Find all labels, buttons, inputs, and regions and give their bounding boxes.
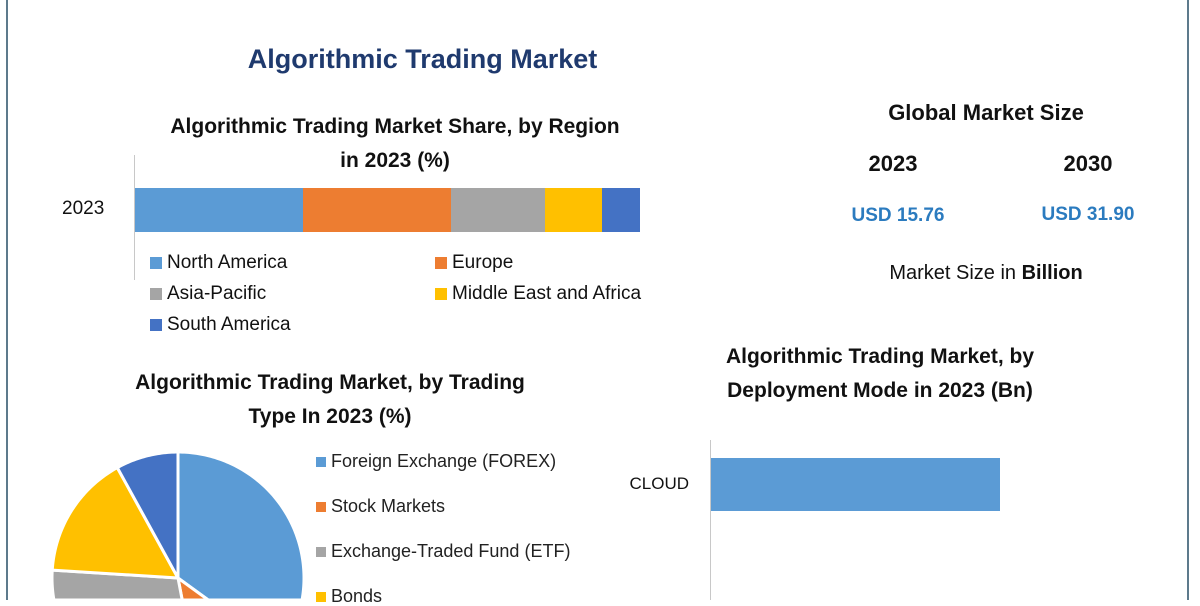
trading-type-legend-item: Stock Markets — [316, 496, 446, 516]
legend-label: North America — [167, 252, 288, 273]
legend-swatch — [435, 288, 447, 300]
region-chart-title-line2: in 2023 (%) — [340, 149, 450, 172]
region-legend-item: Middle East and Africa — [435, 283, 641, 305]
region-chart-title-line1: Algorithmic Trading Market Share, by Reg… — [170, 115, 620, 138]
legend-swatch — [316, 501, 326, 512]
region-segment-europe — [303, 188, 452, 232]
legend-swatch — [316, 591, 326, 602]
legend-label: Bonds — [331, 586, 383, 606]
trading-type-title-line1: Algorithmic Trading Market, by Trading — [135, 371, 525, 394]
legend-label: Europe — [452, 252, 514, 273]
trading-type-legend-item: Bonds — [316, 586, 383, 606]
legend-swatch — [150, 319, 162, 331]
deployment-title-line2: Deployment Mode in 2023 (Bn) — [727, 379, 1033, 402]
region-axis — [134, 155, 135, 280]
unit-bold: Billion — [1021, 262, 1083, 284]
legend-swatch — [316, 546, 326, 557]
region-segment-middle-east-and-africa — [545, 188, 603, 232]
legend-label: Middle East and Africa — [452, 283, 642, 304]
market-size-unit: Market Size in Billion — [840, 262, 1132, 285]
value-2030: USD 31.90 — [1041, 204, 1135, 225]
deployment-bar-cloud — [711, 458, 1001, 511]
trading-type-chart-title: Algorithmic Trading Market, by Trading T… — [30, 366, 630, 434]
deployment-title-line1: Algorithmic Trading Market, by — [725, 345, 1035, 368]
frame-left-border — [6, 0, 8, 600]
legend-label: Foreign Exchange (FOREX) — [331, 451, 557, 471]
legend-swatch — [150, 288, 162, 300]
legend-swatch — [435, 257, 447, 269]
unit-prefix: Market Size in — [889, 262, 1022, 284]
legend-label: Exchange-Traded Fund (ETF) — [331, 541, 571, 561]
global-market-heading: Global Market Size — [888, 100, 1084, 125]
pie-slice-other — [115, 450, 180, 579]
region-legend-item: Europe — [435, 252, 513, 274]
trading-type-title-line2: Type In 2023 (%) — [248, 405, 412, 428]
region-stacked-bar — [135, 188, 855, 232]
value-2023: USD 15.76 — [851, 205, 945, 226]
deployment-category-label: CLOUD — [629, 474, 689, 493]
pie-slice-bonds — [50, 465, 181, 580]
trading-type-legend-item: Exchange-Traded Fund (ETF) — [316, 541, 571, 561]
frame-right-border — [1187, 0, 1189, 600]
region-segment-south-america — [602, 188, 640, 232]
year-2030: 2030 — [1063, 151, 1113, 176]
region-segment-asia-pacific — [451, 188, 546, 232]
region-legend-item: North America — [150, 252, 287, 274]
page-title: Algorithmic Trading Market — [247, 44, 598, 74]
trading-type-pie — [50, 450, 306, 600]
year-2023: 2023 — [868, 151, 918, 176]
region-category-label: 2023 — [62, 198, 105, 219]
region-legend-item: Asia-Pacific — [150, 283, 266, 305]
legend-label: Stock Markets — [331, 496, 446, 516]
region-chart-title: Algorithmic Trading Market Share, by Reg… — [95, 110, 695, 178]
region-legend-item: South America — [150, 314, 291, 336]
legend-swatch — [150, 257, 162, 269]
trading-type-legend-item: Foreign Exchange (FOREX) — [316, 451, 557, 471]
deployment-axis — [710, 440, 711, 600]
deployment-chart-title: Algorithmic Trading Market, by Deploymen… — [630, 340, 1130, 408]
legend-swatch — [316, 456, 326, 467]
legend-label: Asia-Pacific — [167, 283, 267, 304]
legend-label: South America — [167, 314, 291, 335]
region-segment-north-america — [135, 188, 304, 232]
pie-slice-foreign-exchange-forex — [176, 450, 306, 600]
